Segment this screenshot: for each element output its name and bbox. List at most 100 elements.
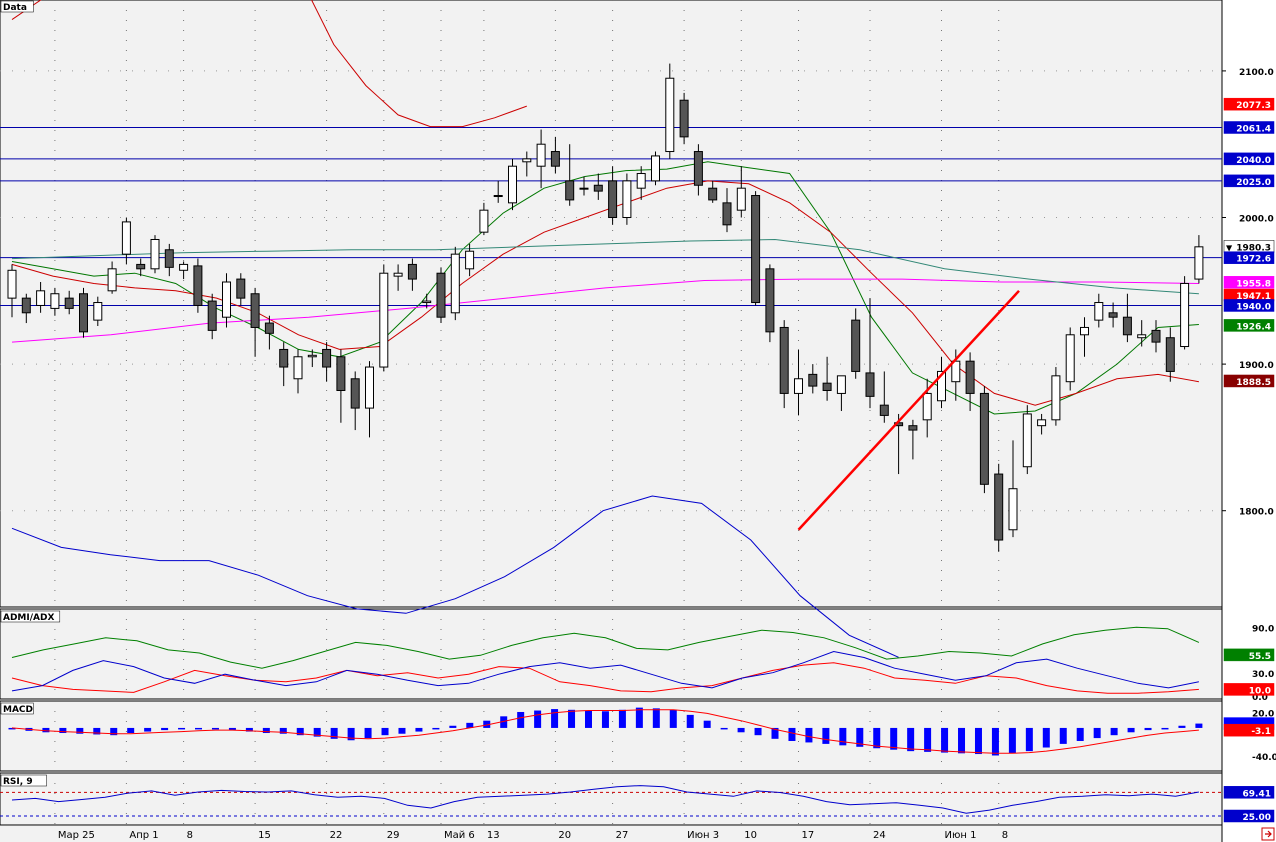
candle-body <box>50 293 60 309</box>
value-badge-label: 1947.1 <box>1236 292 1271 302</box>
candle-body <box>1080 326 1089 336</box>
macd-bar <box>924 727 932 752</box>
candle-body <box>121 221 131 255</box>
price-tick-label: 2000.0 <box>1239 215 1274 225</box>
candle-body <box>550 151 560 167</box>
candle-body <box>794 378 803 394</box>
macd-bar <box>788 727 796 741</box>
macd-bar <box>228 727 236 731</box>
value-badge-label: 2061.4 <box>1236 124 1271 134</box>
macd-bar <box>822 727 830 744</box>
candle-body <box>422 300 432 304</box>
candle-body <box>937 370 946 402</box>
macd-bar <box>432 727 440 730</box>
macd-bar <box>991 727 999 756</box>
macd-bar <box>534 710 542 728</box>
horizontal-levels <box>0 126 1222 306</box>
x-tick-label: 8 <box>1002 830 1008 841</box>
candle-body <box>722 202 732 226</box>
macd-bar <box>568 709 576 728</box>
candle-body <box>93 302 103 321</box>
candle-body <box>751 195 761 304</box>
macd-bar <box>245 727 253 732</box>
value-badge <box>1223 319 1275 332</box>
candle-body <box>222 281 231 318</box>
scroll-corner-button[interactable] <box>1261 827 1275 841</box>
macd-bar <box>262 727 270 734</box>
candle-body <box>150 238 160 270</box>
candle-body <box>193 265 203 306</box>
macd-bar <box>347 727 355 741</box>
value-badge-label: 1940.0 <box>1236 302 1271 312</box>
value-badge <box>1223 683 1275 696</box>
x-tick-label: Мар 25 <box>58 830 95 841</box>
macd-bar <box>618 709 626 728</box>
x-tick-label: 27 <box>616 830 629 841</box>
macd-signal-line <box>11 709 1199 754</box>
macd-bar <box>1025 727 1033 752</box>
candle-body <box>7 269 17 299</box>
overlay-line <box>11 180 1199 406</box>
candle-body <box>436 272 446 318</box>
macd-bar <box>8 727 16 730</box>
macd-bar <box>907 727 915 752</box>
candle-body <box>1122 316 1132 336</box>
candle-body <box>393 272 403 277</box>
price-panel[interactable] <box>0 0 1223 608</box>
macd-bar <box>500 716 508 728</box>
macd-bar <box>669 709 677 728</box>
macd-bar <box>890 727 898 750</box>
macd-bar <box>941 727 949 753</box>
candle-body <box>836 375 846 394</box>
macd-bar <box>59 727 67 734</box>
macd-bar <box>127 727 135 734</box>
candle-body <box>336 356 346 391</box>
x-axis-strip <box>0 826 1222 842</box>
candle-body <box>264 322 274 334</box>
macd-bar <box>1195 723 1203 728</box>
macd-bar <box>398 727 406 734</box>
adx-lines <box>11 626 1200 694</box>
macd-panel[interactable] <box>0 700 1223 772</box>
candle-body <box>651 155 660 182</box>
candle-body <box>779 326 789 394</box>
x-tick-label: Май 6 <box>444 830 475 841</box>
macd-bar <box>737 727 745 733</box>
candle-body <box>679 99 689 138</box>
candle-body <box>536 143 546 167</box>
candle-body <box>1022 413 1032 468</box>
candle-body <box>608 180 618 219</box>
macd-bar <box>466 722 474 728</box>
price-tick-label: 2100.0 <box>1239 68 1274 78</box>
candle-body <box>665 77 675 153</box>
macd-bar <box>686 714 694 728</box>
candle-body <box>350 378 360 409</box>
value-badge <box>1223 121 1275 134</box>
marker-icon: ▼ <box>1226 243 1233 252</box>
x-tick-label: 29 <box>387 830 400 841</box>
value-badge-label: 2025.0 <box>1236 178 1271 188</box>
candle-body <box>1108 312 1118 318</box>
candle-body <box>908 425 918 431</box>
candle-body <box>808 373 818 387</box>
arrow-right-icon <box>1265 830 1272 838</box>
value-badge-label: 1926.4 <box>1236 322 1271 332</box>
value-badges: 2077.3 2061.4 2040.0 2025.0 ▼ 1980.3 1972.6 195… <box>1223 97 1275 823</box>
macd-series <box>8 707 1203 756</box>
candle-body <box>693 151 703 186</box>
adx-panel[interactable] <box>0 608 1223 700</box>
candle-body <box>236 278 246 299</box>
value-badge-label: 1888.5 <box>1236 378 1271 388</box>
macd-bar <box>1008 727 1016 754</box>
macd-bar <box>839 727 847 746</box>
value-badge-label: 2040.0 <box>1236 156 1271 166</box>
candle-body <box>164 249 174 268</box>
value-badge <box>1223 648 1275 662</box>
rsi-panel[interactable] <box>0 772 1223 826</box>
indicator-tick-label: 30.0 <box>1252 670 1274 680</box>
adx-blue-line <box>11 650 1199 692</box>
panel-title: RSI, 9 <box>3 777 33 787</box>
overlay-line <box>11 0 527 128</box>
candle-body <box>293 356 303 380</box>
